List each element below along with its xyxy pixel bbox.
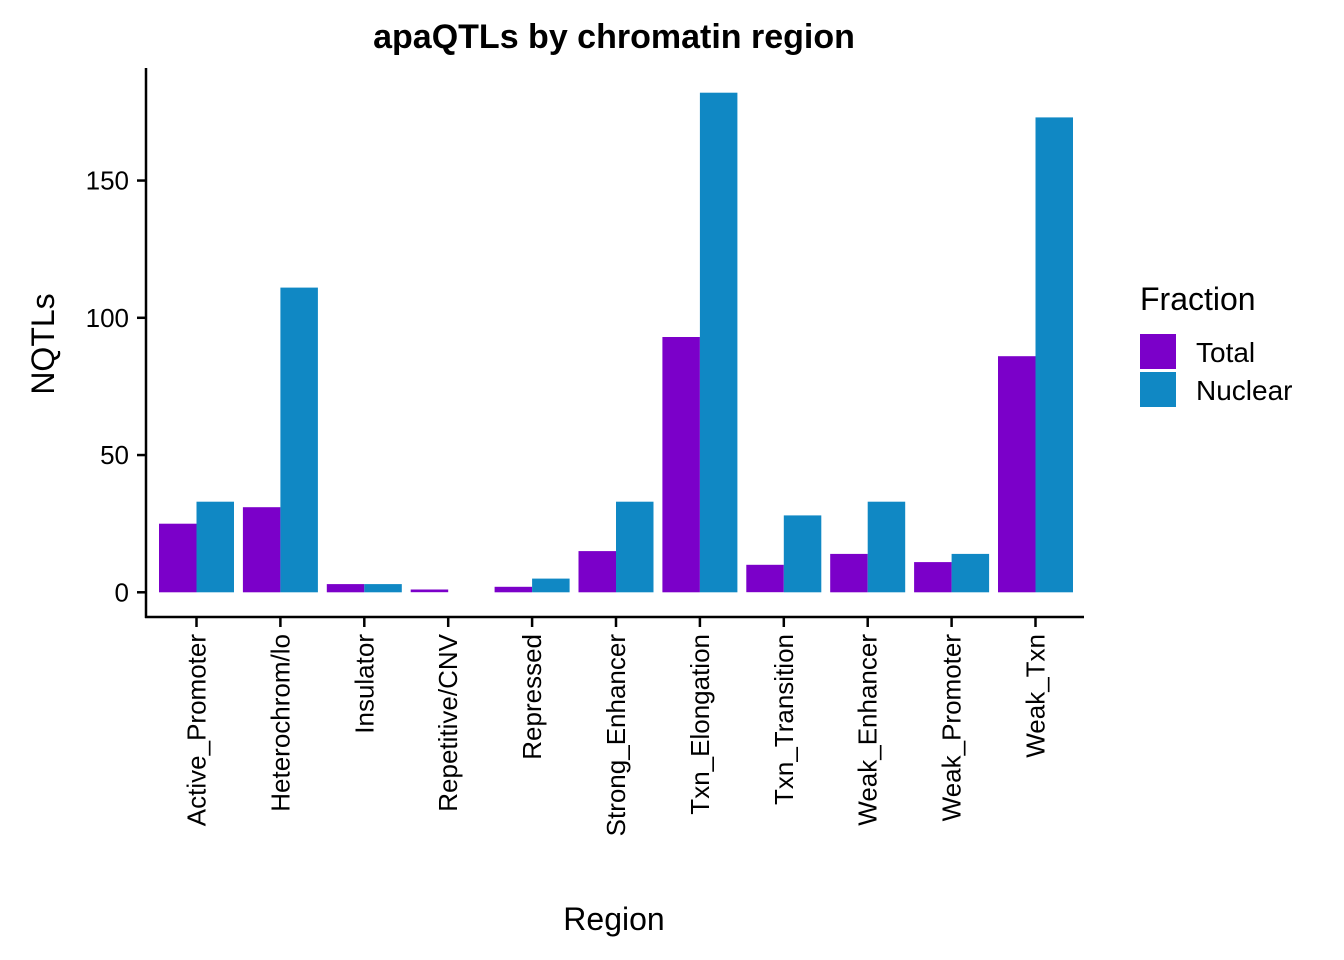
bar-nuclear-insulator	[364, 584, 402, 593]
legend-label-nuclear: Nuclear	[1196, 375, 1292, 406]
bar-total-weak-enhancer	[830, 553, 868, 593]
x-tick-label-repetitive-cnv: Repetitive/CNV	[433, 633, 463, 811]
y-ticks-group: 0 50 100 150	[86, 166, 146, 607]
x-ticks-group: Active_Promoter Heterochrom/lo Insulator Re…	[182, 617, 1051, 836]
legend-swatch-total	[1140, 334, 1176, 369]
x-tick-label-txn-elongation: Txn_Elongation	[685, 634, 715, 815]
bar-nuclear-heterochrom-lo	[280, 287, 318, 593]
x-tick-label-insulator: Insulator	[349, 634, 379, 734]
bar-total-strong-enhancer	[578, 551, 616, 593]
bar-total-weak-promoter	[914, 562, 952, 593]
x-tick-label-txn-transition: Txn_Transition	[769, 634, 799, 805]
legend: Fraction Total Nuclear	[1140, 281, 1292, 407]
x-tick-label-weak-enhancer: Weak_Enhancer	[853, 634, 883, 826]
bar-nuclear-weak-txn	[1035, 117, 1073, 593]
y-tick-label: 0	[115, 577, 129, 607]
x-tick-label-active-promoter: Active_Promoter	[182, 634, 212, 827]
x-tick-label-heterochrom-lo: Heterochrom/lo	[265, 634, 295, 812]
x-tick-label-repressed: Repressed	[517, 634, 547, 760]
y-tick-label: 100	[86, 303, 129, 333]
bar-nuclear-weak-enhancer	[867, 501, 906, 593]
bar-total-heterochrom-lo	[242, 507, 281, 593]
y-tick-label: 50	[100, 440, 129, 470]
legend-label-total: Total	[1196, 337, 1255, 368]
legend-swatch-nuclear	[1140, 372, 1176, 407]
y-axis-title: NQTLs	[25, 293, 61, 394]
bar-total-txn-elongation	[662, 337, 700, 593]
legend-title: Fraction	[1140, 281, 1256, 317]
chart-title: apaQTLs by chromatin region	[373, 18, 855, 56]
bar-total-repetitive-cnv	[410, 589, 449, 593]
x-tick-label-weak-promoter: Weak_Promoter	[937, 634, 967, 822]
x-axis-title: Region	[563, 901, 664, 937]
x-tick-label-strong-enhancer: Strong_Enhancer	[601, 634, 631, 837]
bar-total-txn-transition	[746, 564, 784, 593]
bars-group	[159, 92, 1073, 593]
bar-nuclear-active-promoter	[196, 501, 234, 593]
x-tick-label-weak-txn: Weak_Txn	[1021, 634, 1051, 758]
bar-total-insulator	[326, 584, 365, 593]
bar-nuclear-repressed	[532, 578, 570, 593]
bar-nuclear-txn-transition	[783, 515, 822, 593]
bar-total-repressed	[494, 586, 533, 593]
bar-nuclear-txn-elongation	[699, 92, 738, 593]
bar-nuclear-strong-enhancer	[616, 501, 654, 593]
bar-total-weak-txn	[998, 356, 1036, 593]
bar-nuclear-weak-promoter	[951, 553, 990, 593]
bar-total-active-promoter	[159, 523, 197, 593]
y-tick-label: 150	[86, 166, 129, 196]
